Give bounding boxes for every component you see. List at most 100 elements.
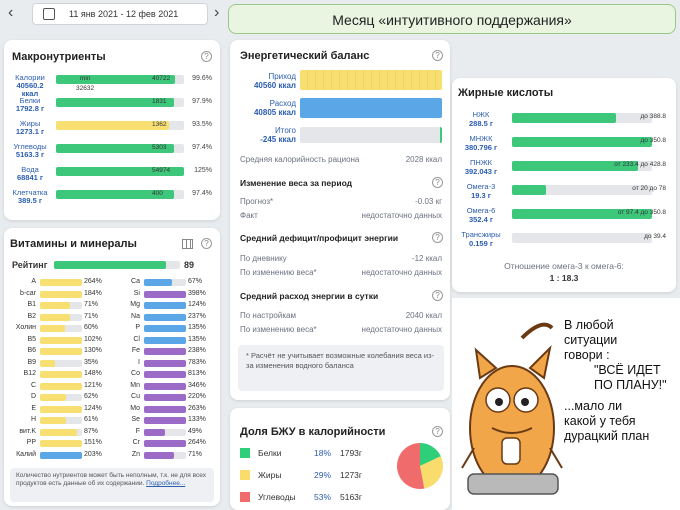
vitamin-name: Si xyxy=(133,289,140,297)
vitamin-percent: 135% xyxy=(188,335,206,343)
vitamin-name: C xyxy=(30,381,36,389)
fat-norm-mark: от 20 до 78 xyxy=(632,185,666,192)
macro-name: Клетчатка xyxy=(12,188,48,197)
fat-bar-track xyxy=(512,185,652,195)
expense-value: 40805 ккал xyxy=(253,108,296,117)
fat-name: Трансжиры xyxy=(461,230,501,239)
rating-value: 89 xyxy=(184,260,195,270)
meme-line: ситуации xyxy=(564,333,618,347)
vitamin-percent: 60% xyxy=(84,324,99,331)
fat-bar-fill xyxy=(512,185,546,195)
fat-bar-fill xyxy=(512,113,616,123)
calendar-icon xyxy=(43,8,55,20)
byweight-value: недостаточно данных xyxy=(361,268,442,277)
vitamin-percent: 346% xyxy=(188,381,206,389)
macro-name: Вода xyxy=(21,165,39,174)
vitamins-note: Количество нутриентов может быть неполны… xyxy=(10,468,214,502)
bju-percent: 53% xyxy=(314,492,332,502)
macro-row-label: Белки 1792.8 г xyxy=(8,97,52,113)
macro-row-label: Углеводы 5163.3 г xyxy=(8,143,52,159)
vitamin-name: Mg xyxy=(130,301,140,308)
diary-label: По дневнику xyxy=(240,254,287,263)
fat-row-label: Трансжиры 0.159 г xyxy=(454,230,508,248)
help-icon[interactable]: ? xyxy=(432,177,443,188)
vitamin-name: Cl xyxy=(133,335,140,343)
help-icon[interactable]: ? xyxy=(432,290,443,301)
help-icon[interactable]: ? xyxy=(201,238,212,249)
macro-norm-mark: 1362 xyxy=(152,121,167,128)
vitamin-bar-track xyxy=(40,359,82,367)
vitamin-name: B9 xyxy=(27,358,36,366)
macros-card: Макронутриенты ? Калории 40560.2 ккал min 40… xyxy=(4,40,220,220)
vitamin-name: A xyxy=(31,278,36,285)
vitamin-percent: 813% xyxy=(188,370,206,377)
date-range-text: 11 янв 2021 - 12 фев 2021 xyxy=(69,9,179,19)
fat-name: Омега-3 xyxy=(466,182,496,191)
total-label-text: Итого xyxy=(275,126,296,135)
avg-value: 2028 ккал xyxy=(405,155,442,164)
vitamin-bar-fill xyxy=(40,359,55,367)
rating-label: Рейтинг xyxy=(12,260,48,270)
vitamin-bar-fill xyxy=(144,405,186,413)
macro-norm-mark: 40722 xyxy=(152,75,171,82)
help-icon[interactable]: ? xyxy=(432,426,443,437)
energy-title: Энергетический баланс xyxy=(240,50,370,62)
macro-percent: 125% xyxy=(194,167,212,174)
meme-text: В любой ситуации говори : "ВСЁ ИДЕТ ПО П… xyxy=(564,318,680,444)
vitamin-bar-fill xyxy=(40,290,82,298)
vitamin-name: Cr xyxy=(132,439,140,446)
macro-bar-fill xyxy=(56,144,174,153)
bju-name: Жиры xyxy=(258,470,282,480)
vitamin-bar-fill xyxy=(144,336,186,344)
help-icon[interactable]: ? xyxy=(432,232,443,243)
note-link[interactable]: Подробнее... xyxy=(146,480,186,487)
bju-color-swatch xyxy=(240,492,250,502)
help-icon[interactable]: ? xyxy=(201,51,212,62)
macro-bar-fill xyxy=(56,190,174,199)
forecast-value: -0.03 кг xyxy=(415,197,442,206)
fact-label: Факт xyxy=(240,211,258,220)
meme-line: говори : xyxy=(564,348,610,362)
vitamin-percent: 398% xyxy=(188,289,206,297)
vitamin-percent: 71% xyxy=(84,301,99,308)
vitamin-percent: 151% xyxy=(84,439,102,446)
cat-illustration xyxy=(461,322,563,495)
byweight2-label: По изменению веса* xyxy=(240,325,317,334)
macro-row-label: Калории 40560.2 ккал xyxy=(8,74,52,98)
bju-name: Белки xyxy=(258,448,282,458)
vitamin-bar-fill xyxy=(40,371,82,378)
bju-grams: 1273г xyxy=(340,470,363,480)
table-view-icon[interactable] xyxy=(182,239,193,249)
date-picker[interactable]: 11 янв 2021 - 12 фев 2021 xyxy=(32,3,208,25)
expense-label: Расход 40805 ккал xyxy=(240,99,296,117)
vitamin-bar-fill xyxy=(144,359,186,367)
fat-name: МНЖК xyxy=(469,134,493,143)
forecast-label: Прогноз* xyxy=(240,197,274,206)
pie-slice-Углеводы xyxy=(397,443,425,489)
settings-label: По настройкам xyxy=(240,311,296,320)
fats-title: Жирные кислоты xyxy=(458,87,554,99)
vitamin-bar-fill xyxy=(40,428,77,436)
vitamin-name: F xyxy=(135,427,140,435)
next-period-button[interactable]: › xyxy=(214,4,220,21)
vitamin-bar-fill xyxy=(144,428,165,436)
fact-value: недостаточно данных xyxy=(361,211,442,220)
vitamin-percent: 263% xyxy=(188,404,206,412)
vitamin-percent: 148% xyxy=(84,370,102,377)
vitamin-bar-fill xyxy=(40,405,82,413)
vitamin-bar-fill xyxy=(40,394,66,401)
fat-value: 0.159 г xyxy=(469,239,493,248)
energy-card: Энергетический баланс ? Приход 40560 кка… xyxy=(230,40,450,400)
diary-value: -12 ккал xyxy=(411,254,442,263)
macro-value: 68841 г xyxy=(16,173,44,182)
prev-period-button[interactable]: ‹ xyxy=(8,4,14,21)
macro-unit: ккал xyxy=(21,89,39,98)
fat-bar-track xyxy=(512,233,652,243)
vitamin-bar-fill xyxy=(40,313,70,321)
energy-footnote: * Расчёт не учитывает возможные колебани… xyxy=(238,345,444,391)
fat-row-label: МНЖК 380.796 г xyxy=(454,134,508,152)
help-icon[interactable]: ? xyxy=(432,50,443,61)
fat-value: 288.5 г xyxy=(469,119,493,128)
macro-norm-mark: 1831 xyxy=(152,98,167,105)
deficit-title: Средний дефицит/профицит энергии xyxy=(240,233,399,243)
